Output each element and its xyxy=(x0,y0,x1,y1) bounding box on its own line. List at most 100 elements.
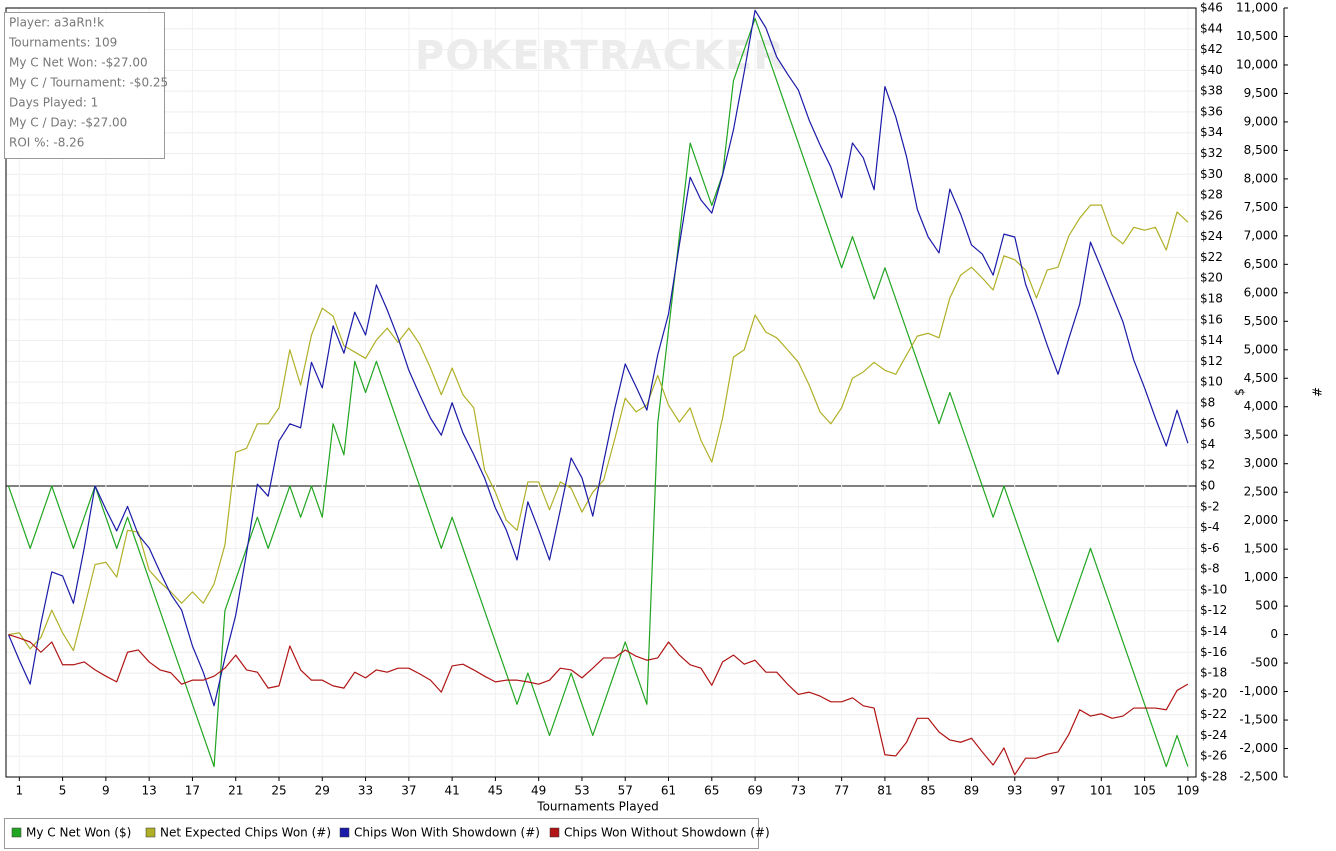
y-tick-label: $-26 xyxy=(1200,749,1227,763)
info-line: ROI %: -8.26 xyxy=(9,136,84,150)
x-tick-label: 93 xyxy=(1007,784,1022,798)
y2-tick-label: 2,500 xyxy=(1244,485,1278,499)
x-tick-label: 21 xyxy=(228,784,243,798)
x-tick-label: 69 xyxy=(747,784,762,798)
y-tick-label: $-12 xyxy=(1200,603,1227,617)
y-tick-label: $14 xyxy=(1200,333,1223,347)
y2-tick-label: 9,000 xyxy=(1244,114,1278,128)
y-tick-label: $46 xyxy=(1200,1,1223,15)
plot-area xyxy=(6,8,1196,777)
legend xyxy=(4,818,759,849)
y-tick-label: $-24 xyxy=(1200,728,1227,742)
y2-tick-label: 5,500 xyxy=(1244,314,1278,328)
y-tick-label: $18 xyxy=(1200,291,1223,305)
y-tick-label: $-16 xyxy=(1200,645,1227,659)
y2-tick-label: 11,000 xyxy=(1236,1,1278,15)
y-tick-label: $6 xyxy=(1200,416,1215,430)
y-tick-label: $22 xyxy=(1200,250,1223,264)
y2-tick-label: 10,000 xyxy=(1236,57,1278,71)
y-tick-label: $16 xyxy=(1200,312,1223,326)
x-tick-label: 49 xyxy=(531,784,546,798)
x-tick-label: 81 xyxy=(877,784,892,798)
y-tick-label: $2 xyxy=(1200,458,1215,472)
legend-swatch xyxy=(339,827,350,838)
legend-swatch xyxy=(11,827,22,838)
y-tick-label: $34 xyxy=(1200,125,1223,139)
y2-tick-label: 7,000 xyxy=(1244,228,1278,242)
y2-tick-label: 1,000 xyxy=(1244,570,1278,584)
y2-tick-label: 7,500 xyxy=(1244,200,1278,214)
legend-label: Chips Won Without Showdown (#) xyxy=(564,826,770,840)
series-line xyxy=(7,9,1189,707)
y-tick-label: $-10 xyxy=(1200,582,1227,596)
x-tick-label: 1 xyxy=(15,784,23,798)
x-tick-label: 41 xyxy=(444,784,459,798)
y2-tick-label: 4,000 xyxy=(1244,399,1278,413)
y2-tick-label: -1,000 xyxy=(1239,684,1278,698)
y-tick-label: $4 xyxy=(1200,437,1215,451)
y-tick-label: $-4 xyxy=(1200,520,1220,534)
x-axis-title: Tournaments Played xyxy=(536,800,658,814)
x-tick-label: 17 xyxy=(185,784,200,798)
y-tick-label: $-14 xyxy=(1200,624,1227,638)
info-line: Days Played: 1 xyxy=(9,96,98,110)
info-line: Tournaments: 109 xyxy=(8,36,117,50)
info-line: Player: a3aRn!k xyxy=(9,16,104,30)
y2-tick-label: 8,500 xyxy=(1244,143,1278,157)
y-tick-label: $-6 xyxy=(1200,541,1220,555)
x-tick-label: 61 xyxy=(661,784,676,798)
lines xyxy=(7,9,1189,776)
info-box: Player: a3aRn!k Tournaments: 109 My C Net … xyxy=(4,12,168,159)
y-tick-label: $-22 xyxy=(1200,707,1227,721)
x-tick-label: 37 xyxy=(401,784,416,798)
x-tick-label: 85 xyxy=(921,784,936,798)
y-tick-label: $-20 xyxy=(1200,686,1227,700)
y-tick-label: $26 xyxy=(1200,208,1223,222)
y2-tick-label: -2,000 xyxy=(1239,741,1278,755)
y-tick-label: $24 xyxy=(1200,229,1223,243)
watermark: POKERTRACKER xyxy=(415,33,785,79)
y-tick-label: $20 xyxy=(1200,271,1223,285)
x-tick-label: 97 xyxy=(1050,784,1065,798)
y-tick-label: $40 xyxy=(1200,63,1223,77)
info-line: My C Net Won: -$27.00 xyxy=(9,56,148,70)
x-tick-label: 53 xyxy=(574,784,589,798)
x-tick-label: 5 xyxy=(59,784,67,798)
y2-tick-label: 5,000 xyxy=(1244,342,1278,356)
y2-tick-label: 2,000 xyxy=(1244,513,1278,527)
y-tick-label: $8 xyxy=(1200,395,1215,409)
series-line xyxy=(8,634,1189,776)
y2-tick-label: 8,000 xyxy=(1244,171,1278,185)
y-tick-label: $42 xyxy=(1200,42,1223,56)
y2-tick-label: 9,500 xyxy=(1244,86,1278,100)
y-tick-label: $-28 xyxy=(1200,770,1227,784)
legend-label: My C Net Won ($) xyxy=(26,826,131,840)
info-frame xyxy=(4,12,165,159)
x-tick-label: 9 xyxy=(102,784,110,798)
y-tick-label: $-18 xyxy=(1200,666,1227,680)
y2-tick-label: -1,500 xyxy=(1239,713,1278,727)
x-tick-label: 57 xyxy=(618,784,633,798)
info-line: My C / Tournament: -$0.25 xyxy=(9,76,168,90)
info-line: My C / Day: -$27.00 xyxy=(9,116,127,130)
legend-label: Net Expected Chips Won (#) xyxy=(160,826,331,840)
legend-swatch xyxy=(145,827,156,838)
y-tick-label: $-8 xyxy=(1200,562,1220,576)
y2-axis-title: # xyxy=(1311,387,1325,397)
y-axis-title: $ xyxy=(1233,388,1247,396)
y-tick-label: $38 xyxy=(1200,84,1223,98)
y2-tick-label: 0 xyxy=(1270,627,1278,641)
x-tick-label: 89 xyxy=(964,784,979,798)
y-tick-label: $30 xyxy=(1200,167,1223,181)
y-tick-label: $44 xyxy=(1200,21,1223,35)
y2-tick-label: 6,000 xyxy=(1244,285,1278,299)
x-tick-label: 25 xyxy=(271,784,286,798)
x-tick-label: 77 xyxy=(834,784,849,798)
plot-frame xyxy=(5,7,1197,778)
y2-tick-label: 6,500 xyxy=(1244,257,1278,271)
y-tick-label: $36 xyxy=(1200,104,1223,118)
y2-tick-label: 1,500 xyxy=(1244,542,1278,556)
y2-tick-label: 10,500 xyxy=(1236,29,1278,43)
